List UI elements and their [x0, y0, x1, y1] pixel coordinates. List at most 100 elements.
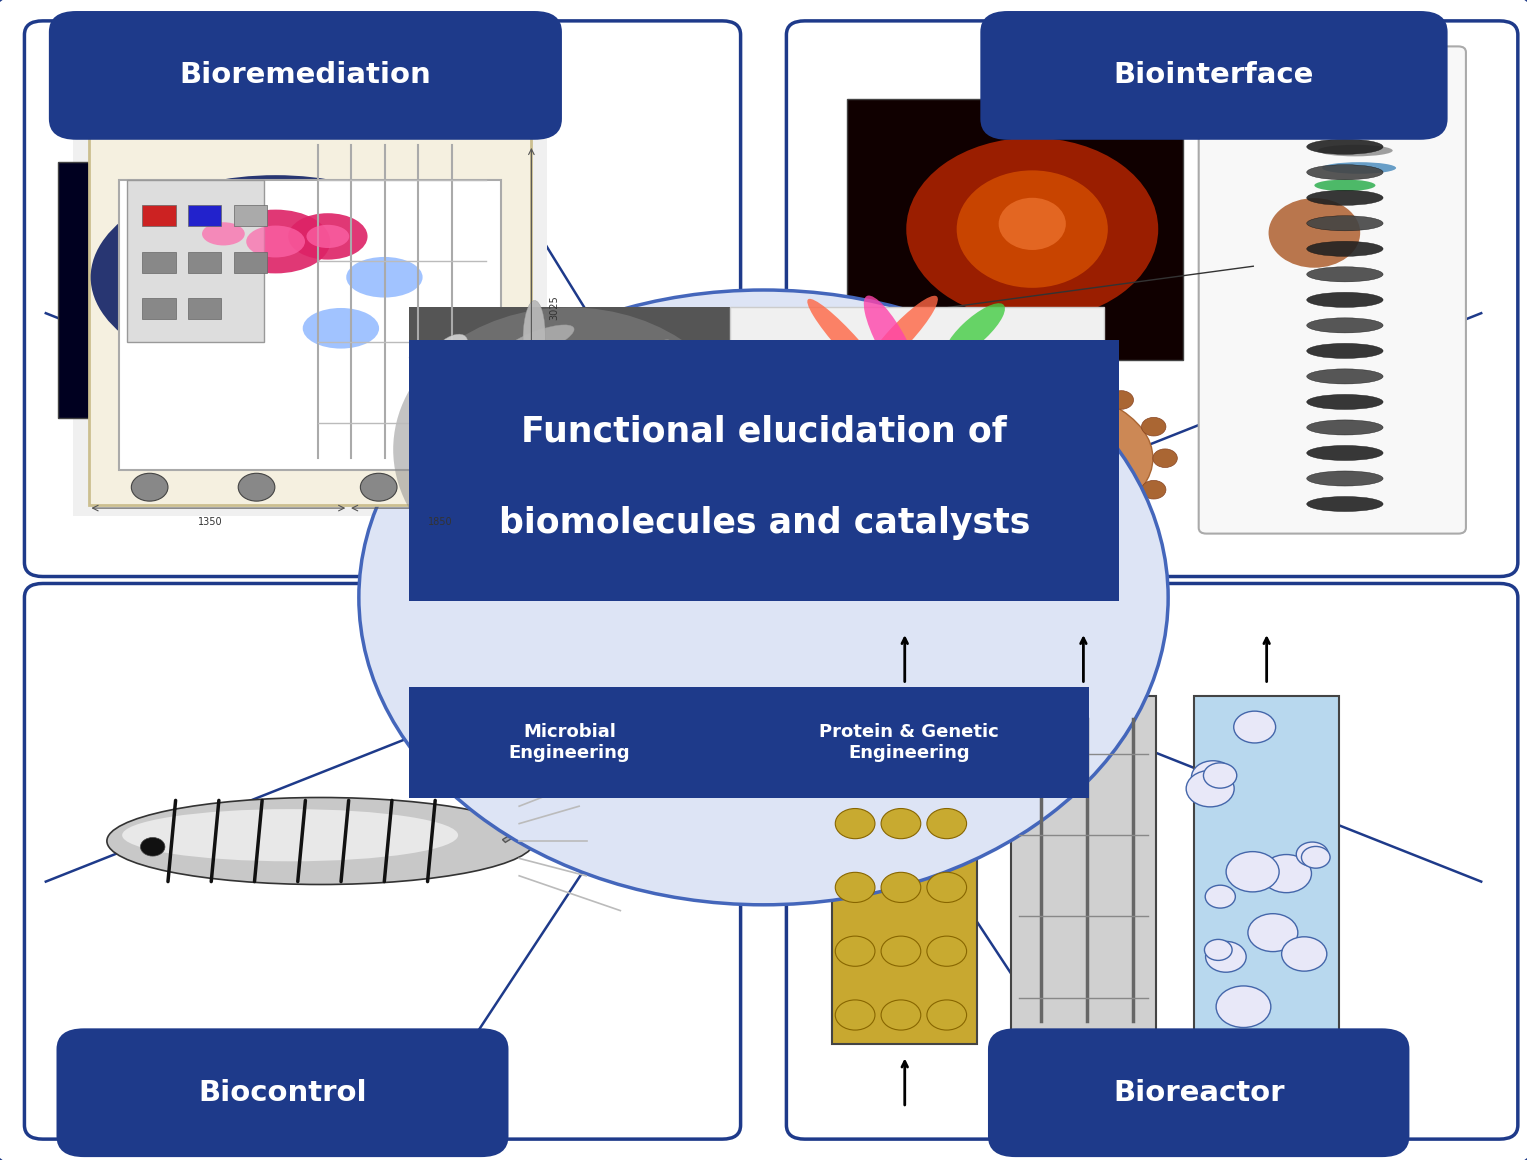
Circle shape — [881, 745, 921, 775]
Circle shape — [1003, 367, 1028, 385]
Ellipse shape — [202, 223, 244, 246]
Ellipse shape — [472, 541, 527, 559]
Ellipse shape — [1322, 58, 1394, 70]
Ellipse shape — [1269, 198, 1361, 268]
Ellipse shape — [460, 451, 483, 524]
FancyBboxPatch shape — [234, 205, 267, 226]
Text: Microbial
Engineering: Microbial Engineering — [508, 723, 631, 762]
Ellipse shape — [476, 549, 551, 571]
Ellipse shape — [556, 459, 596, 474]
Ellipse shape — [921, 459, 1000, 520]
Ellipse shape — [1306, 110, 1354, 122]
Circle shape — [1281, 937, 1327, 971]
Ellipse shape — [638, 349, 666, 378]
Ellipse shape — [221, 210, 330, 274]
Ellipse shape — [527, 476, 576, 522]
FancyBboxPatch shape — [188, 298, 221, 319]
FancyBboxPatch shape — [24, 21, 741, 577]
Circle shape — [1142, 480, 1167, 499]
Ellipse shape — [544, 363, 573, 400]
Ellipse shape — [883, 505, 922, 549]
Ellipse shape — [499, 325, 574, 360]
Circle shape — [1142, 418, 1167, 436]
Ellipse shape — [394, 307, 747, 592]
Ellipse shape — [409, 353, 473, 397]
Ellipse shape — [1307, 318, 1383, 333]
Ellipse shape — [128, 283, 205, 322]
FancyBboxPatch shape — [49, 10, 562, 139]
Ellipse shape — [1307, 190, 1383, 205]
Circle shape — [835, 809, 875, 839]
Ellipse shape — [1307, 471, 1383, 486]
Circle shape — [1205, 885, 1235, 908]
Circle shape — [927, 872, 967, 902]
Ellipse shape — [1025, 447, 1084, 516]
Ellipse shape — [1307, 420, 1383, 435]
Text: 1350: 1350 — [199, 517, 223, 527]
Ellipse shape — [1328, 75, 1385, 87]
Ellipse shape — [1315, 180, 1376, 191]
Circle shape — [359, 290, 1168, 905]
FancyBboxPatch shape — [847, 99, 1183, 360]
FancyBboxPatch shape — [786, 21, 1518, 577]
Circle shape — [1186, 770, 1234, 807]
Circle shape — [1061, 525, 1086, 544]
Ellipse shape — [1307, 128, 1370, 139]
Circle shape — [1248, 914, 1298, 951]
FancyBboxPatch shape — [409, 687, 730, 798]
Text: Bioreactor: Bioreactor — [1113, 1079, 1284, 1107]
Circle shape — [1061, 372, 1086, 391]
Ellipse shape — [1318, 145, 1393, 157]
FancyBboxPatch shape — [1199, 46, 1466, 534]
Circle shape — [945, 372, 970, 391]
Circle shape — [1191, 761, 1234, 793]
Text: 1850: 1850 — [428, 517, 452, 527]
FancyBboxPatch shape — [234, 252, 267, 273]
Circle shape — [927, 936, 967, 966]
Ellipse shape — [864, 296, 921, 390]
Circle shape — [1261, 855, 1312, 893]
Ellipse shape — [90, 175, 461, 379]
Ellipse shape — [347, 258, 423, 297]
Text: 3025: 3025 — [550, 295, 559, 320]
Circle shape — [1234, 711, 1275, 742]
Ellipse shape — [797, 411, 861, 481]
Ellipse shape — [438, 376, 504, 421]
Ellipse shape — [1307, 394, 1383, 409]
Ellipse shape — [504, 413, 538, 481]
Circle shape — [360, 473, 397, 501]
FancyBboxPatch shape — [119, 180, 501, 470]
Ellipse shape — [779, 403, 847, 428]
FancyBboxPatch shape — [980, 10, 1448, 139]
Circle shape — [1226, 851, 1280, 892]
Ellipse shape — [1012, 374, 1084, 458]
FancyBboxPatch shape — [127, 180, 264, 342]
Ellipse shape — [1307, 369, 1383, 384]
Ellipse shape — [457, 363, 496, 392]
Ellipse shape — [878, 383, 1153, 534]
Circle shape — [927, 1000, 967, 1030]
Circle shape — [140, 838, 165, 856]
FancyBboxPatch shape — [73, 122, 547, 516]
FancyBboxPatch shape — [188, 205, 221, 226]
Circle shape — [238, 473, 275, 501]
Ellipse shape — [999, 198, 1066, 251]
Text: Biointerface: Biointerface — [1113, 61, 1315, 89]
Ellipse shape — [1322, 162, 1396, 174]
Ellipse shape — [738, 350, 820, 393]
Circle shape — [854, 449, 878, 467]
Ellipse shape — [122, 810, 458, 861]
Ellipse shape — [302, 309, 379, 349]
Ellipse shape — [957, 171, 1109, 288]
Ellipse shape — [507, 510, 559, 571]
FancyBboxPatch shape — [142, 298, 176, 319]
FancyBboxPatch shape — [988, 1029, 1409, 1157]
Ellipse shape — [481, 477, 559, 506]
FancyBboxPatch shape — [142, 205, 176, 226]
Ellipse shape — [417, 351, 492, 374]
Ellipse shape — [429, 334, 467, 370]
Circle shape — [1206, 942, 1246, 972]
Ellipse shape — [944, 303, 1005, 358]
Circle shape — [864, 418, 889, 436]
Ellipse shape — [1307, 88, 1383, 103]
